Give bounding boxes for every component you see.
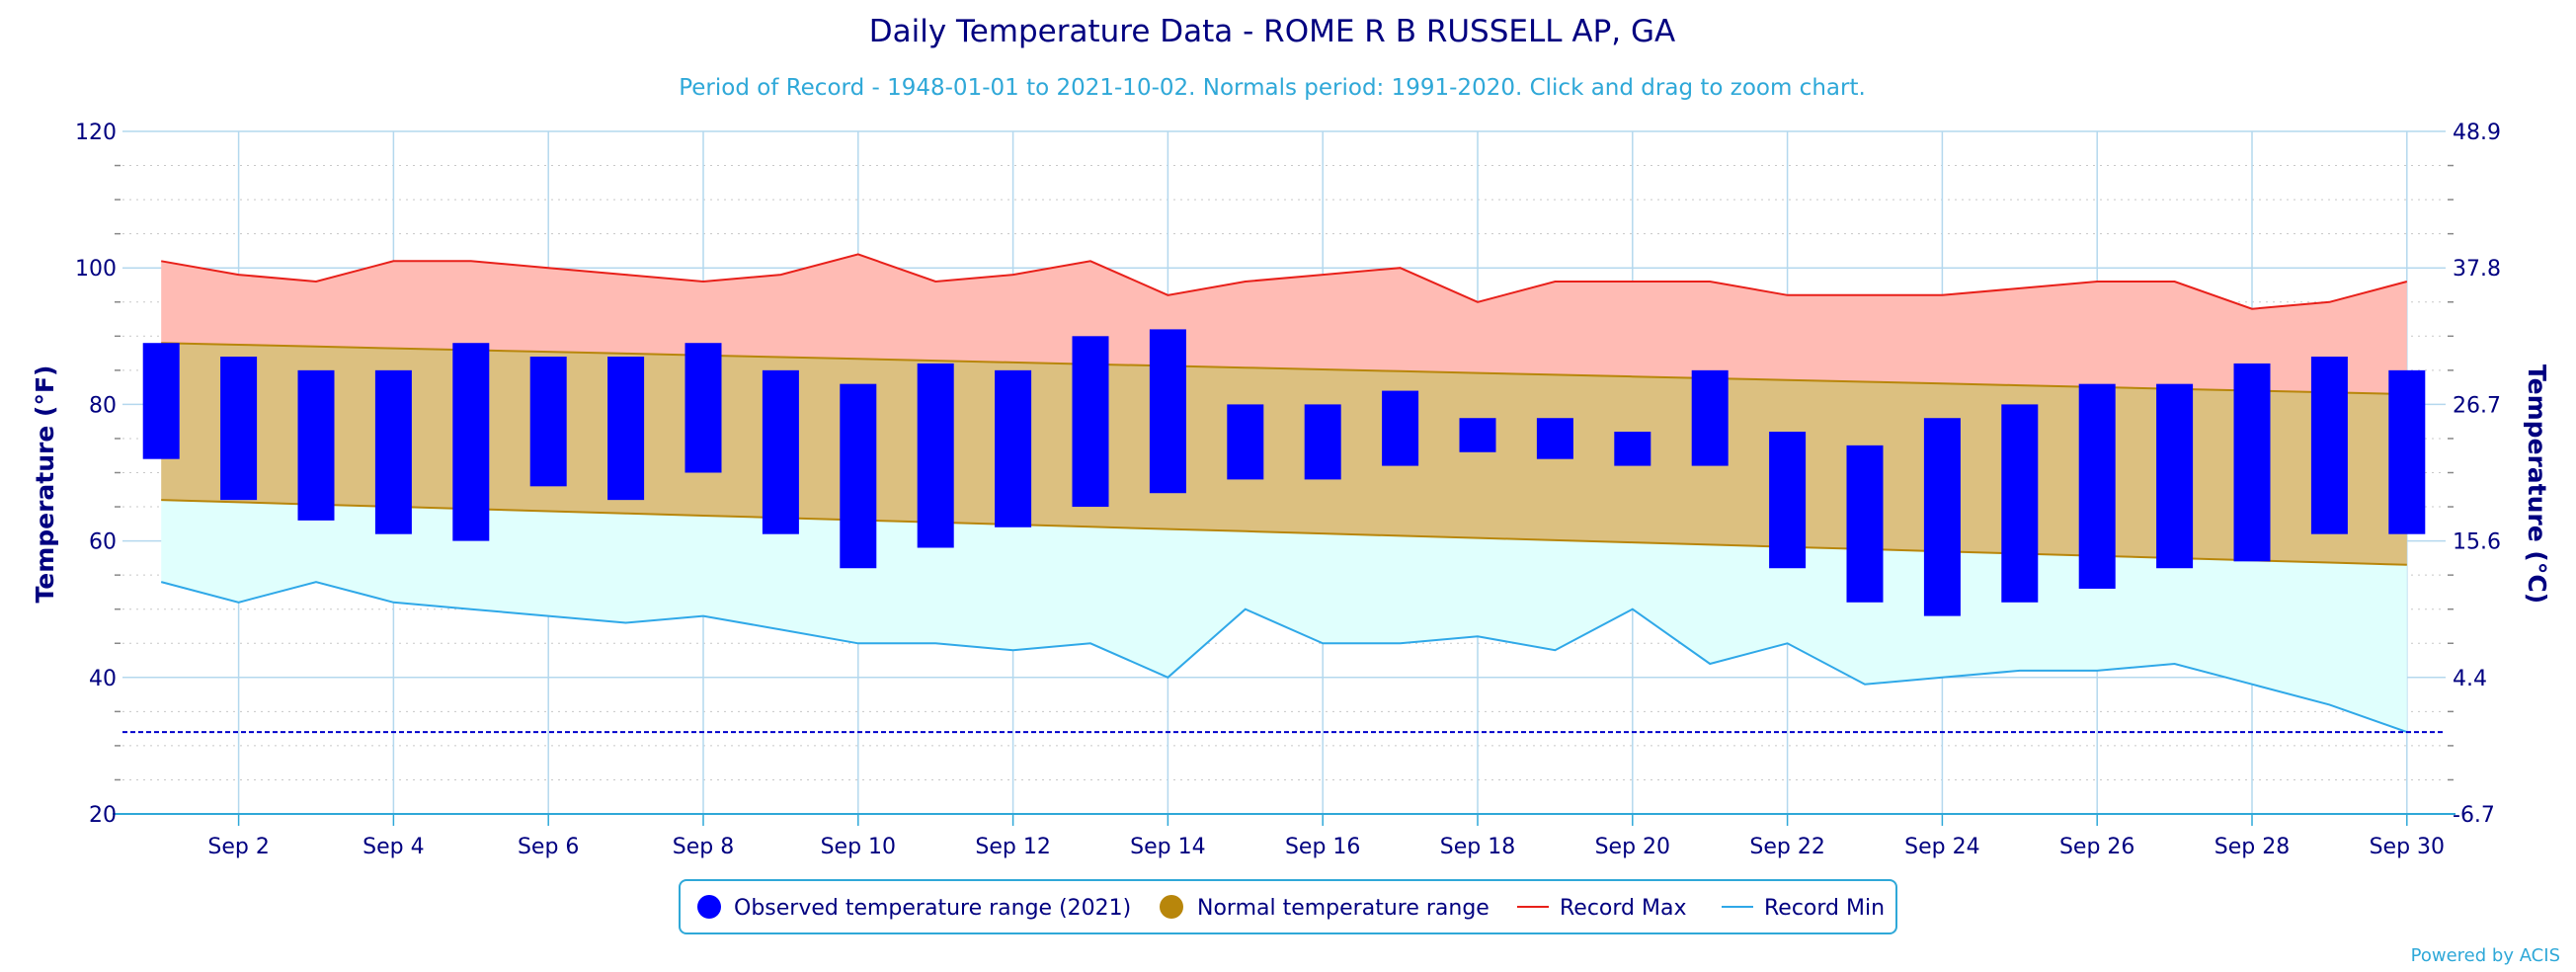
- legend: Observed temperature range (2021) Normal …: [679, 879, 1897, 934]
- y-tick-label-right: 26.7: [2453, 393, 2501, 418]
- y-tick-label-right: 48.9: [2453, 121, 2501, 145]
- x-tick-label: Sep 6: [518, 835, 579, 859]
- observed-bar-sep-6: [529, 357, 567, 487]
- x-tick-label: Sep 10: [821, 835, 896, 859]
- record-max-area: [161, 254, 2407, 394]
- observed-bar-sep-15: [1227, 404, 1264, 480]
- observed-bar-sep-16: [1304, 404, 1341, 480]
- y-tick-label-right: 37.8: [2453, 257, 2501, 282]
- observed-bar-sep-13: [1072, 336, 1109, 508]
- observed-bar-sep-20: [1614, 432, 1651, 466]
- y-tick-label-left: 80: [89, 393, 117, 418]
- observed-bar-sep-27: [2156, 383, 2194, 569]
- x-tick-label: Sep 22: [1749, 835, 1824, 859]
- x-tick-label: Sep 4: [362, 835, 424, 859]
- observed-bar-sep-21: [1691, 369, 1729, 466]
- chart-title: Daily Temperature Data - ROME R B RUSSEL…: [869, 14, 1675, 49]
- observed-bar-sep-7: [607, 357, 645, 501]
- legend-normal-label: Normal temperature range: [1197, 896, 1489, 921]
- observed-bar-sep-26: [2078, 383, 2116, 589]
- observed-bar-sep-24: [1923, 418, 1961, 616]
- record-max-line: [161, 253, 2408, 310]
- x-tick-label: Sep 12: [975, 835, 1050, 859]
- x-tick-label: Sep 18: [1440, 835, 1515, 859]
- normal-range-area: [161, 343, 2407, 565]
- y-tick-label-left: 120: [75, 121, 117, 145]
- observed-bars: [142, 329, 2426, 616]
- observed-bar-sep-10: [840, 383, 877, 569]
- observed-bar-sep-2: [220, 357, 258, 501]
- range-areas: [122, 253, 2446, 734]
- x-tick-label: Sep 28: [2214, 835, 2290, 859]
- y-tick-label-right: 4.4: [2453, 667, 2487, 691]
- observed-bar-sep-28: [2233, 363, 2271, 562]
- x-tick-label: Sep 8: [673, 835, 734, 859]
- x-tick-label: Sep 2: [207, 835, 269, 859]
- observed-bar-sep-1: [142, 343, 180, 459]
- x-tick-label: Sep 26: [2059, 835, 2134, 859]
- x-tick-label: Sep 14: [1130, 835, 1205, 859]
- observed-bar-sep-4: [374, 369, 412, 534]
- x-tick-label: Sep 16: [1285, 835, 1360, 859]
- observed-bar-sep-25: [2001, 404, 2039, 603]
- axes: 20 40 60 80 100 120 -6.7 4.4 15.6 26.7 37.8 48.9 Sep…: [75, 121, 2501, 859]
- observed-bar-sep-19: [1536, 418, 1573, 459]
- legend-box: [679, 879, 1897, 934]
- observed-bar-sep-14: [1149, 329, 1186, 494]
- observed-bar-sep-11: [917, 363, 954, 548]
- observed-bar-sep-22: [1769, 432, 1807, 569]
- x-tick-label: Sep 30: [2370, 835, 2445, 859]
- legend-normal-marker: [1160, 895, 1183, 919]
- legend-record-min-label: Record Min: [1764, 896, 1885, 921]
- observed-bar-sep-29: [2310, 357, 2348, 534]
- observed-bar-sep-5: [452, 343, 490, 541]
- x-tick-label: Sep 24: [1904, 835, 1979, 859]
- observed-bar-sep-3: [297, 369, 335, 521]
- y-axis-title-left: Temperature (°F): [31, 365, 59, 604]
- y-tick-label-left: 40: [89, 667, 117, 691]
- observed-bar-sep-9: [762, 369, 799, 534]
- y-tick-label-right: -6.7: [2453, 803, 2495, 828]
- y-tick-label-left: 60: [89, 530, 117, 555]
- record-min-line: [160, 581, 2408, 734]
- y-axis-title-right: Temperature (°C): [2523, 364, 2551, 604]
- observed-bar-sep-30: [2388, 369, 2426, 534]
- normal-high-line: [161, 342, 2407, 395]
- y-tick-label-left: 100: [75, 257, 117, 282]
- legend-observed-marker: [697, 895, 721, 919]
- observed-bar-sep-23: [1846, 445, 1884, 603]
- y-tick-label-left: 20: [89, 803, 117, 828]
- legend-record-max-label: Record Max: [1560, 896, 1687, 921]
- x-tick-label: Sep 20: [1595, 835, 1670, 859]
- credits-link[interactable]: Powered by ACIS: [2411, 945, 2560, 966]
- observed-bar-sep-17: [1382, 390, 1419, 466]
- observed-bar-sep-18: [1459, 418, 1496, 452]
- chart-subtitle: Period of Record - 1948-01-01 to 2021-10…: [679, 75, 1866, 101]
- legend-observed-label: Observed temperature range (2021): [734, 896, 1131, 921]
- observed-bar-sep-8: [684, 343, 722, 473]
- observed-bar-sep-12: [995, 369, 1032, 527]
- y-tick-label-right: 15.6: [2453, 530, 2501, 555]
